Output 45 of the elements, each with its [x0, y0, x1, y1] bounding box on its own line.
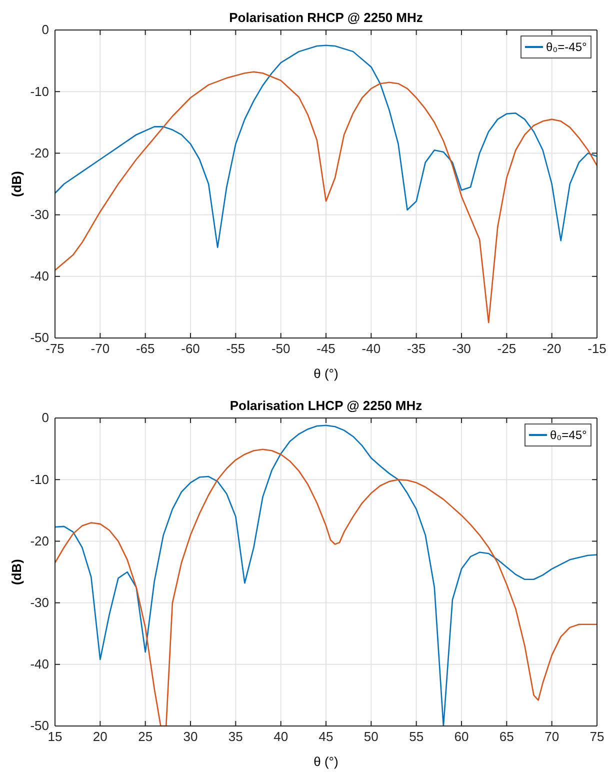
y-tick-label: 0	[42, 22, 49, 38]
legend-label: θ₀=-45°	[546, 40, 587, 54]
x-tick-label: -60	[181, 341, 200, 356]
x-tick-label: 20	[92, 729, 108, 744]
line-series	[55, 71, 597, 324]
x-axis-title: θ (°)	[314, 366, 338, 381]
y-tick-label: -20	[30, 145, 49, 160]
x-tick-label: -45	[316, 341, 336, 356]
y-tick-label: -20	[30, 533, 49, 548]
x-tick-label: 55	[409, 729, 424, 744]
x-tick-label: -30	[452, 341, 471, 356]
x-tick-label: 45	[318, 729, 334, 744]
x-tick-label: -65	[136, 341, 155, 356]
x-tick-label: -15	[588, 341, 606, 356]
x-tick-label: -55	[226, 341, 246, 356]
x-tick-label: -70	[90, 341, 110, 356]
x-tick-label: 30	[183, 729, 198, 744]
y-tick-label: -40	[30, 656, 49, 672]
x-axis-title: θ (°)	[314, 754, 338, 769]
x-tick-label: 65	[499, 729, 514, 744]
x-tick-label: 40	[274, 729, 288, 744]
x-tick-label: -25	[497, 341, 516, 356]
x-tick-label: 70	[544, 729, 560, 744]
x-tick-label: 75	[590, 729, 604, 744]
y-tick-label: -30	[30, 206, 49, 222]
x-tick-label: 60	[454, 729, 469, 744]
x-tick-label: -40	[362, 341, 381, 356]
x-tick-label: 25	[138, 729, 153, 744]
y-tick-label: -10	[30, 472, 49, 487]
x-tick-label: 35	[228, 729, 243, 744]
legend-label: θ₀=45°	[550, 428, 587, 442]
x-tick-label: 15	[48, 729, 62, 744]
x-tick-label: -20	[542, 341, 562, 356]
y-tick-label: -30	[30, 594, 49, 610]
y-tick-label: -10	[30, 84, 49, 99]
x-tick-label: -35	[406, 341, 426, 356]
x-tick-label: 50	[364, 729, 378, 744]
chart-title: Polarisation LHCP @ 2250 MHz	[230, 398, 423, 413]
chart-title: Polarisation RHCP @ 2250 MHz	[229, 10, 424, 25]
x-tick-label: -50	[271, 341, 290, 356]
y-axis-title: (dB)	[9, 171, 24, 197]
y-axis-title: (dB)	[9, 559, 24, 585]
y-tick-label: -50	[30, 718, 49, 734]
y-tick-label: 0	[42, 410, 49, 426]
y-tick-label: -40	[30, 268, 49, 284]
